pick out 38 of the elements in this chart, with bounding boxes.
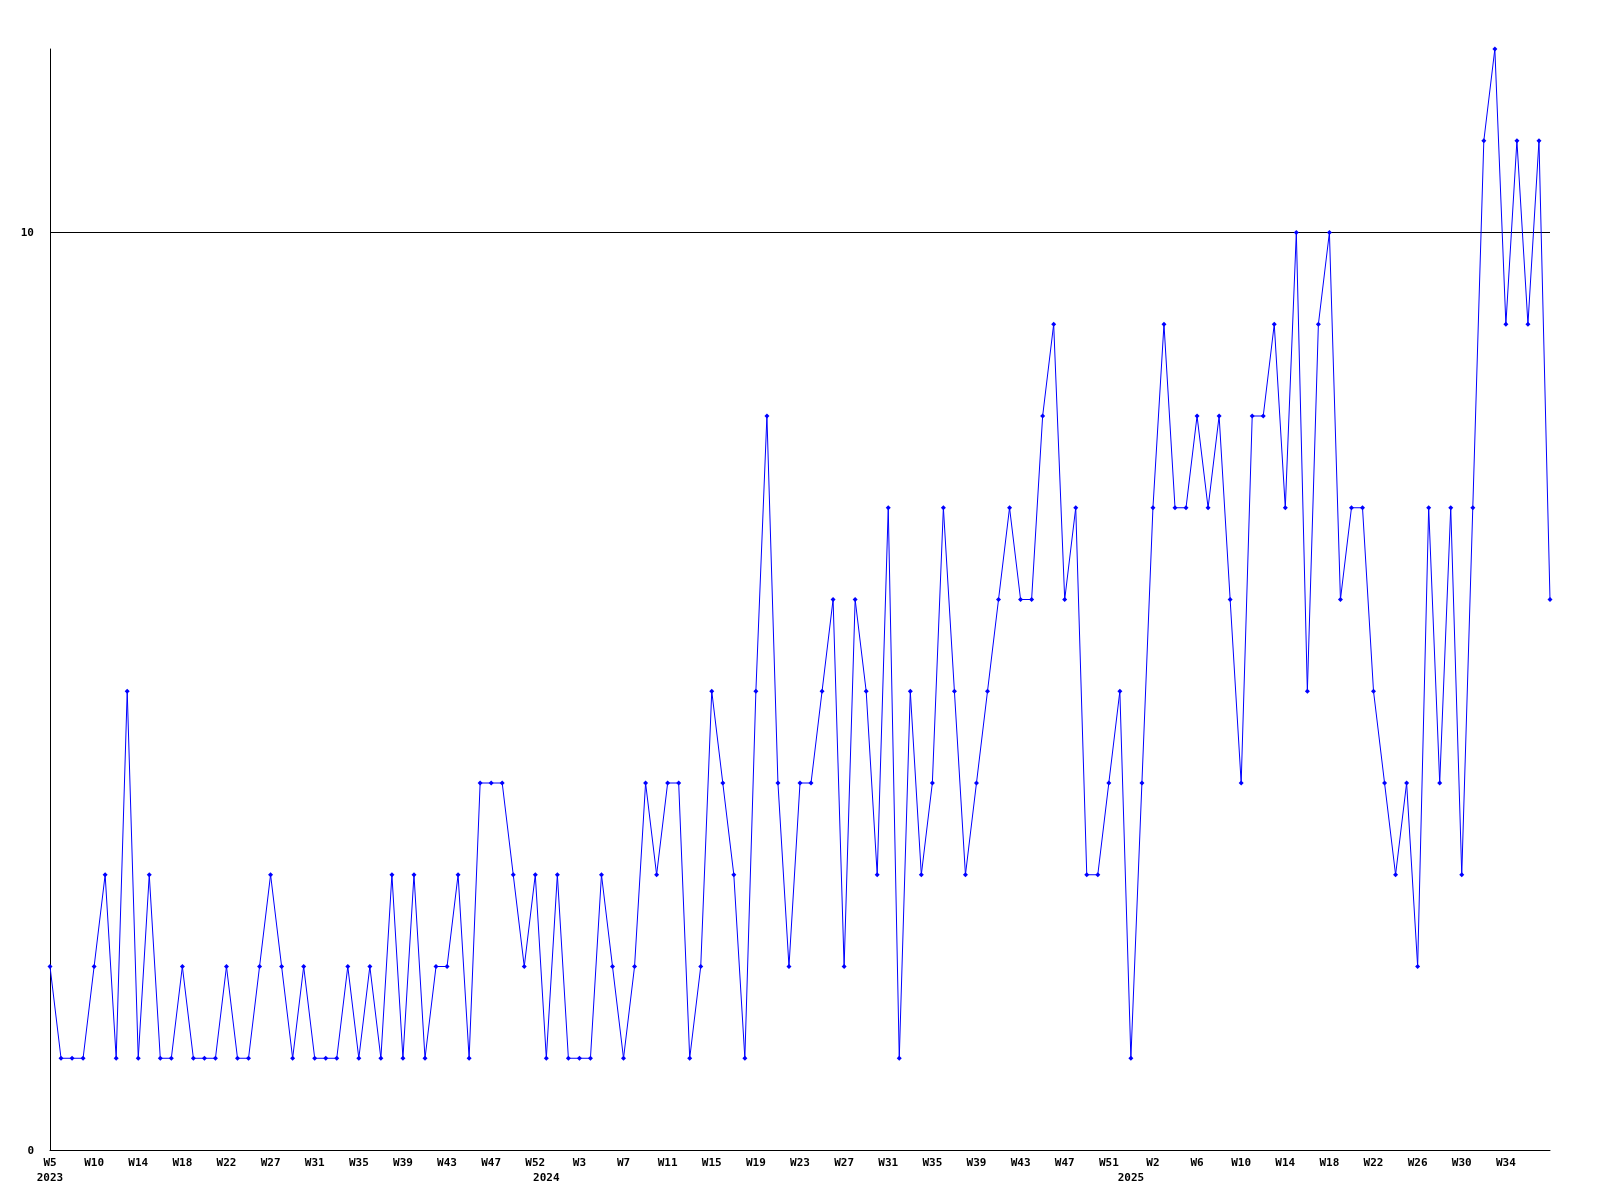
x-tick-label: W10 [84,1156,105,1169]
x-tick-label: W43 [1010,1156,1031,1169]
x-tick-label: W51 [1098,1156,1120,1169]
y-tick-label: 10 [20,226,34,239]
y-tick-label: 0 [27,1143,34,1157]
x-tick-label: W6 [1190,1156,1205,1169]
x-tick-label: W26 [1407,1156,1428,1169]
x-tick-label: W18 [172,1156,193,1169]
x-tick-label: W47 [481,1156,502,1169]
x-tick-label: W31 [878,1156,899,1169]
x-tick-label: W19 [745,1156,766,1169]
x-tick-label: W23 [790,1156,810,1169]
x-tick-label: W14 [128,1156,149,1169]
x-tick-label: 2024 [533,1171,560,1184]
x-tick-label: W11 [657,1156,678,1169]
x-tick-label: W14 [1275,1156,1296,1169]
x-tick-label: W22 [1363,1156,1384,1169]
x-tick-label: W43 [437,1156,457,1169]
x-tick-label: W39 [966,1156,987,1169]
x-tick-label: W31 [304,1156,326,1169]
x-tick-label: W7 [616,1156,631,1169]
x-tick-label: W27 [260,1156,281,1169]
x-tick-label: W34 [1495,1156,1517,1169]
x-tick-label: W52 [525,1156,546,1169]
x-tick-label: W5 2023 [36,1156,64,1184]
x-tick-label: W10 [1231,1156,1252,1169]
x-tick-label: W15 [701,1156,722,1169]
x-tick-label: W3 [572,1156,587,1169]
x-tick-label: W2 [1146,1156,1160,1169]
x-tick-label: 2025 [1117,1171,1145,1184]
x-tick-label: W39 [393,1156,413,1169]
x-tick-label: W35 [348,1156,369,1169]
x-tick-label: W47 [1054,1156,1075,1169]
x-tick-label: W18 [1319,1156,1340,1169]
x-tick-label: W27 [834,1156,855,1169]
x-tick-label: W22 [216,1156,237,1169]
x-tick-label: W35 [922,1156,943,1169]
x-tick-label: W30 [1451,1156,1472,1169]
